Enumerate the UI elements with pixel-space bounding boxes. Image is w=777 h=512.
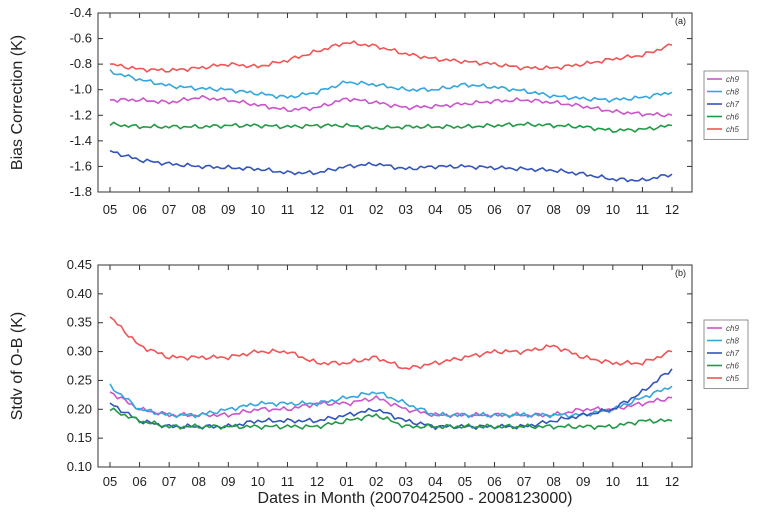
series-line-ch8	[109, 383, 673, 419]
x-tick-label: 06	[487, 474, 501, 489]
x-tick-label: 11	[281, 474, 295, 489]
y-axis-label: Stdv of O-B (K)	[9, 312, 26, 420]
x-tick-label: 09	[576, 202, 590, 217]
x-tick-label: 12	[310, 474, 324, 489]
y-tick-label: 0.15	[67, 430, 92, 445]
x-tick-label: 02	[369, 202, 383, 217]
x-tick-label: 12	[665, 474, 679, 489]
legend-label-ch7: ch7	[726, 100, 739, 109]
x-tick-label: 09	[576, 474, 590, 489]
x-tick-label: 09	[221, 474, 235, 489]
x-tick-label: 09	[221, 202, 235, 217]
x-tick-label: 05	[458, 202, 472, 217]
x-tick-label: 06	[487, 202, 501, 217]
legend-label-ch6: ch6	[726, 362, 739, 371]
x-tick-label: 10	[251, 202, 265, 217]
x-tick-label: 07	[517, 474, 531, 489]
y-tick-label: -1.6	[70, 158, 92, 173]
legend-label-ch8: ch8	[726, 337, 739, 346]
y-tick-label: -1.2	[70, 107, 92, 122]
y-tick-label: -1.0	[70, 82, 92, 97]
x-tick-label: 08	[192, 202, 206, 217]
x-tick-label: 10	[251, 474, 265, 489]
legend-label-ch9: ch9	[726, 324, 739, 333]
x-tick-label: 07	[162, 474, 176, 489]
x-tick-label: 06	[132, 474, 146, 489]
x-tick-label: 02	[369, 474, 383, 489]
legend-label-ch6: ch6	[726, 113, 739, 122]
x-tick-label: 07	[517, 202, 531, 217]
legend-label-ch9: ch9	[726, 75, 739, 84]
panel-b-stdv-o-b: 0.45 0.40 0.35 0.30 0.25 0.20 0.15 0.10 05 06 07 08…	[9, 257, 749, 489]
y-tick-label: -0.6	[70, 31, 92, 46]
legend-label-ch5: ch5	[726, 374, 739, 383]
x-tick-label: 03	[399, 474, 413, 489]
x-tick-label: 12	[310, 202, 324, 217]
legend-box	[703, 319, 749, 389]
series-line-ch6	[109, 407, 673, 431]
y-tick-label: 0.45	[67, 257, 92, 272]
y-tick-label: 0.20	[67, 401, 92, 416]
panel-tag: (b)	[675, 268, 686, 278]
x-tick-label: 01	[339, 202, 353, 217]
x-tick-label: 08	[546, 474, 560, 489]
x-tick-label: 06	[132, 202, 146, 217]
legend-label-ch7: ch7	[726, 349, 739, 358]
legend: ch9 ch8 ch7 ch6 ch5	[703, 319, 749, 389]
x-tick-label: 03	[399, 202, 413, 217]
legend-label-ch8: ch8	[726, 88, 739, 97]
x-tick-label: 11	[281, 202, 295, 217]
y-tick-label: -1.8	[70, 184, 92, 199]
panel-a-bias-correction: -0.4 -0.6 -0.8 -1.0 -1.2 -1.4 -1.6 -1.8 05 06 07 08…	[9, 5, 749, 217]
y-tick-label: -1.4	[70, 133, 92, 148]
y-tick-label: 0.35	[67, 315, 92, 330]
x-tick-label: 11	[636, 202, 650, 217]
x-tick-label: 11	[636, 474, 650, 489]
x-tick-label: 04	[428, 474, 442, 489]
series-line-ch9	[109, 94, 673, 118]
x-axis-label: Dates in Month (2007042500 - 2008123000)	[258, 490, 573, 507]
x-tick-label: 07	[162, 202, 176, 217]
legend-box	[703, 70, 749, 140]
x-tick-label: 12	[665, 202, 679, 217]
x-tick-label: 08	[546, 202, 560, 217]
y-tick-label: 0.10	[67, 459, 92, 474]
x-tick-label: 05	[103, 202, 117, 217]
series-line-ch7	[109, 149, 673, 183]
plot-frame	[97, 264, 693, 468]
legend-label-ch5: ch5	[726, 125, 739, 134]
x-tick-label: 10	[606, 474, 620, 489]
y-tick-label: 0.30	[67, 344, 92, 359]
x-tick-label: 01	[339, 474, 353, 489]
legend: ch9 ch8 ch7 ch6 ch5	[703, 70, 749, 140]
x-tick-label: 08	[192, 474, 206, 489]
x-tick-label: 05	[458, 474, 472, 489]
x-tick-label: 04	[428, 202, 442, 217]
y-tick-label: 0.25	[67, 372, 92, 387]
y-axis-label: Bias Correction (K)	[9, 35, 26, 170]
y-tick-label: -0.8	[70, 56, 92, 71]
panel-tag: (a)	[675, 16, 686, 26]
x-tick-label: 10	[606, 202, 620, 217]
y-tick-label: -0.4	[70, 5, 92, 20]
series-line-ch5	[109, 316, 673, 370]
series-line-ch6	[109, 121, 673, 133]
series-line-ch5	[109, 40, 673, 73]
plot-frame	[97, 12, 693, 193]
y-tick-label: 0.40	[67, 286, 92, 301]
x-tick-label: 05	[103, 474, 117, 489]
series-line-ch8	[109, 69, 673, 103]
